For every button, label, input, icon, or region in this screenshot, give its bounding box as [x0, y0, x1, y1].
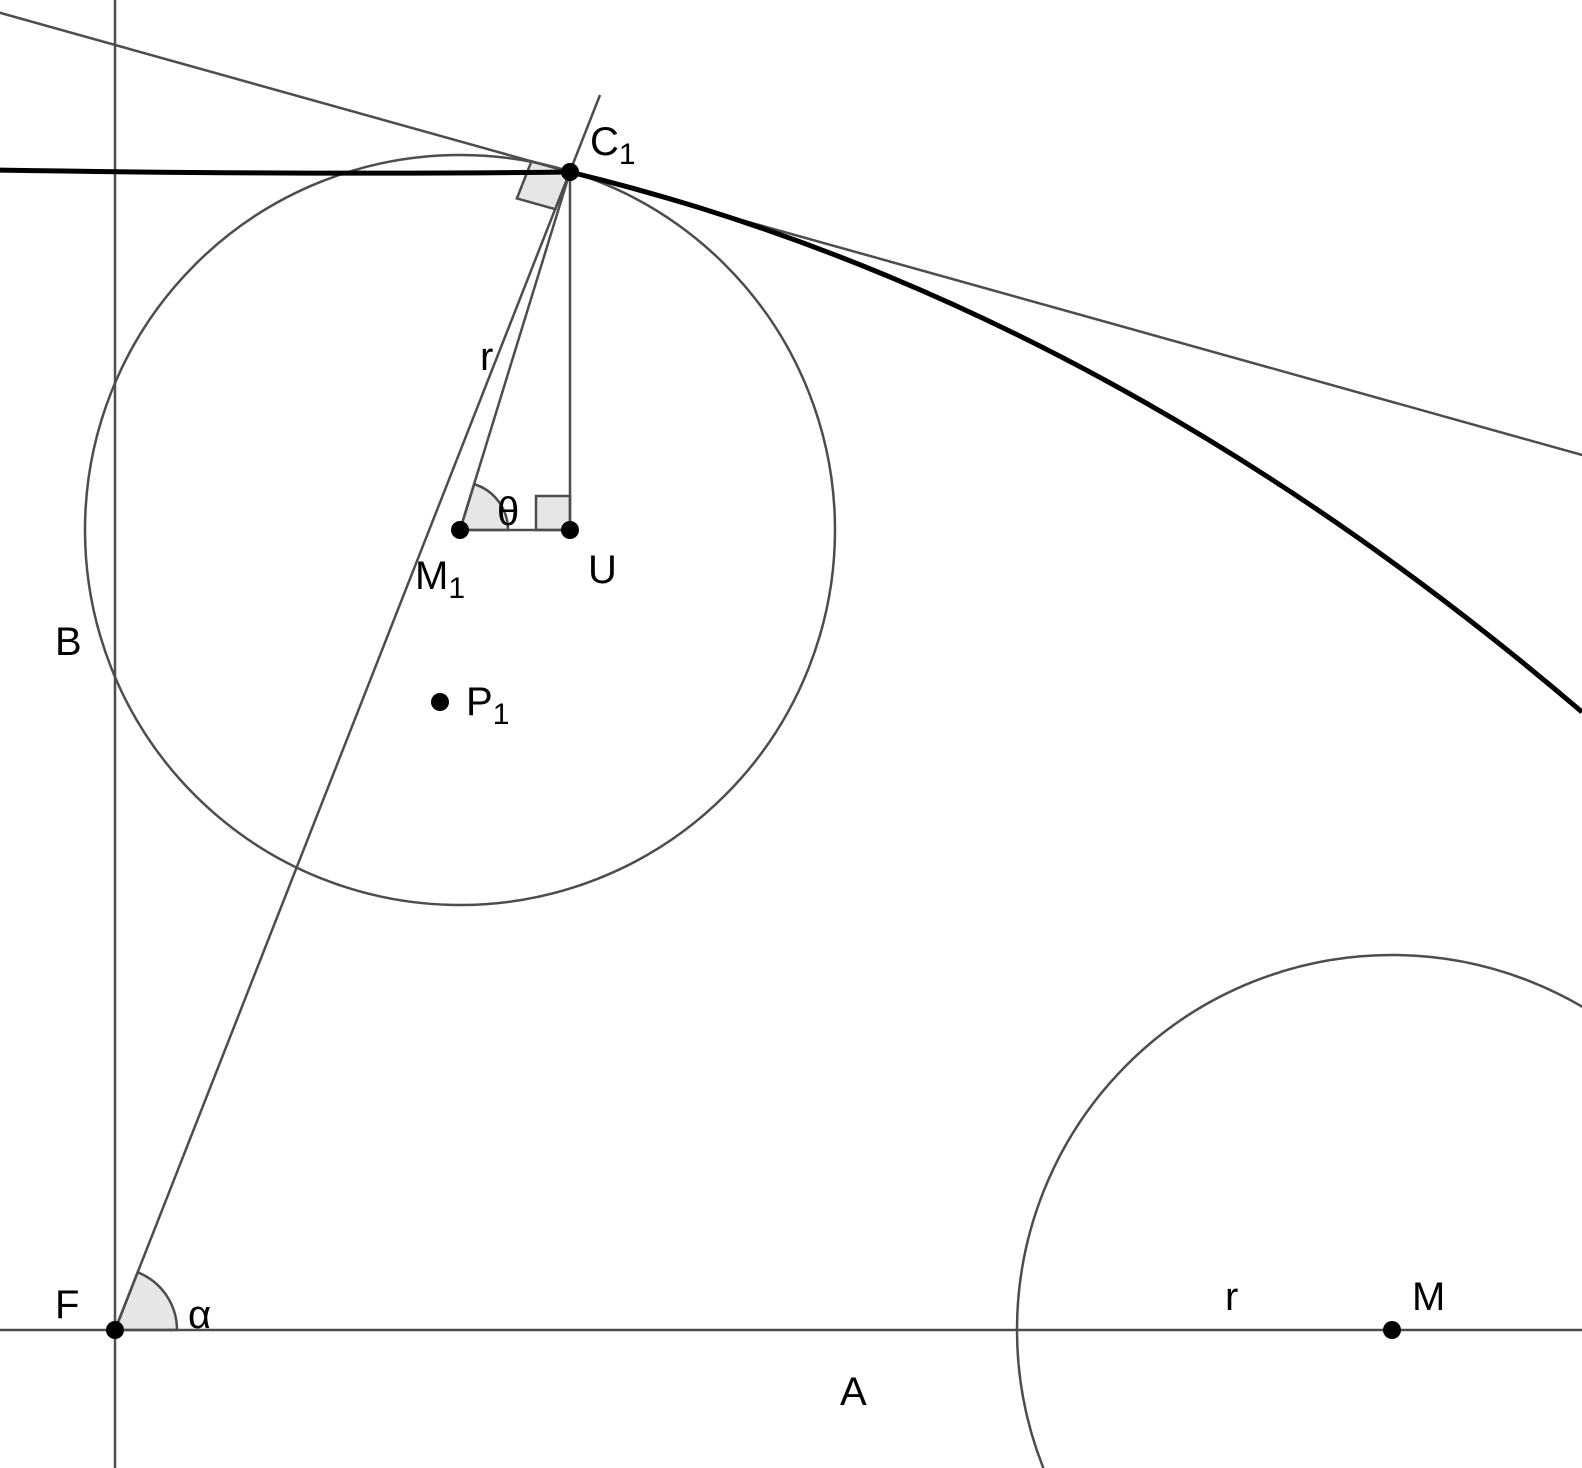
label-text: M: [1412, 1275, 1445, 1319]
label-A: A: [840, 1370, 867, 1415]
point-C1: [561, 163, 579, 181]
label-text: B: [55, 620, 82, 664]
label-text: r: [1225, 1275, 1238, 1319]
label-U: U: [588, 548, 617, 593]
label-M: M: [1412, 1275, 1445, 1320]
label-text: θ: [497, 490, 519, 534]
label-text: α: [188, 1293, 211, 1337]
label-P1: P1: [466, 680, 509, 732]
point-P1: [431, 693, 449, 711]
label-M1: M1: [415, 554, 465, 606]
label-r_M: r: [1225, 1275, 1238, 1320]
label-text: U: [588, 548, 617, 592]
label-subscript: 1: [448, 572, 465, 605]
diagram-svg: [0, 0, 1582, 1468]
label-theta: θ: [497, 490, 519, 535]
point-M1: [451, 521, 469, 539]
label-F: F: [55, 1283, 79, 1328]
label-B: B: [55, 620, 82, 665]
label-alpha: α: [188, 1293, 211, 1338]
label-r_M1C1: r: [480, 335, 493, 380]
point-U: [561, 521, 579, 539]
label-subscript: 1: [493, 698, 510, 731]
label-text: M: [415, 554, 448, 598]
point-M: [1383, 1321, 1401, 1339]
label-text: r: [480, 335, 493, 379]
diagram-stage: FABMM1UC1P1rrαθ: [0, 0, 1582, 1468]
label-subscript: 1: [619, 138, 636, 171]
label-text: F: [55, 1283, 79, 1327]
label-C1: C1: [590, 120, 636, 172]
point-F: [106, 1321, 124, 1339]
label-text: C: [590, 120, 619, 164]
label-text: A: [840, 1370, 867, 1414]
label-text: P: [466, 680, 493, 724]
